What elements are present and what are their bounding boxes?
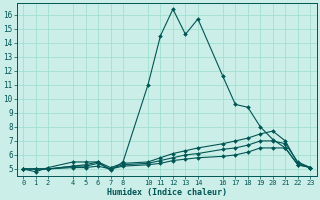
- X-axis label: Humidex (Indice chaleur): Humidex (Indice chaleur): [107, 188, 227, 197]
